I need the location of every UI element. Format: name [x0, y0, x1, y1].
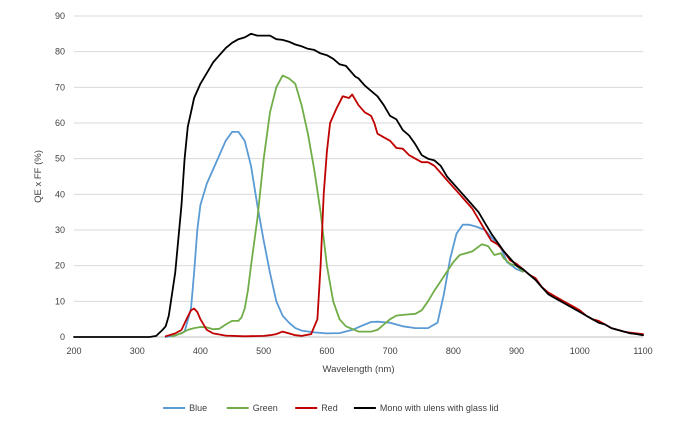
x-tick-label: 300 — [130, 346, 145, 356]
series-line-blue — [164, 131, 524, 338]
x-tick-label: 400 — [193, 346, 208, 356]
y-tick-label: 60 — [55, 118, 65, 128]
x-tick-label: 600 — [319, 346, 334, 356]
y-axis-ticks: 0 10 20 30 40 50 60 70 80 90 — [55, 11, 65, 342]
y-tick-label: 90 — [55, 11, 65, 21]
gridlines — [74, 15, 643, 302]
legend-label: Green — [253, 403, 278, 413]
x-axis-ticks: 200 300 400 500 600 700 800 900 1000 1100 — [66, 346, 652, 356]
y-tick-label: 70 — [55, 82, 65, 92]
series-line-mono-with-ulens-with-glass-lid — [73, 32, 644, 338]
x-tick-label: 900 — [509, 346, 524, 356]
x-axis-title: Wavelength (nm) — [323, 364, 395, 375]
y-axis-title: QE x FF (%) — [33, 150, 44, 203]
series-line-green — [171, 74, 524, 338]
y-tick-label: 10 — [55, 296, 65, 306]
y-tick-label: 30 — [55, 225, 65, 235]
legend-label: Mono with ulens with glass lid — [380, 403, 499, 413]
y-tick-label: 40 — [55, 189, 65, 199]
x-tick-label: 1000 — [570, 346, 590, 356]
legend-label: Blue — [189, 403, 207, 413]
y-tick-label: 50 — [55, 154, 65, 164]
x-tick-label: 1100 — [633, 346, 652, 356]
series-line-red — [164, 93, 644, 338]
x-tick-label: 500 — [256, 346, 271, 356]
y-tick-label: 0 — [60, 332, 65, 342]
y-tick-label: 20 — [55, 261, 65, 271]
y-tick-label: 80 — [55, 47, 65, 57]
legend: Blue Green Red Mono with ulens with glass l… — [163, 403, 498, 413]
x-tick-label: 700 — [383, 346, 398, 356]
legend-label: Red — [321, 403, 338, 413]
series-lines — [73, 32, 644, 338]
x-tick-label: 200 — [66, 346, 81, 356]
x-tick-label: 800 — [446, 346, 461, 356]
